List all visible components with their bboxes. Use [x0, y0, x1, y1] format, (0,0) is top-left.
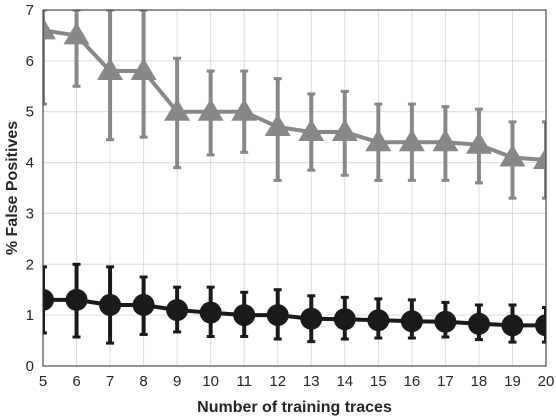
- y-tick-label: 3: [26, 205, 34, 222]
- series-circle: [43, 262, 546, 345]
- data-point-triangle: [432, 129, 459, 152]
- data-point-triangle: [197, 98, 224, 121]
- data-point-triangle: [465, 131, 492, 154]
- y-tick-label: 1: [26, 307, 34, 324]
- data-point-circle: [333, 308, 356, 331]
- data-point-circle: [400, 310, 423, 333]
- y-tick-label: 7: [26, 2, 34, 19]
- x-tick-label: 16: [404, 373, 421, 390]
- data-point-circle: [434, 310, 457, 333]
- data-point-triangle: [331, 119, 358, 142]
- x-tick-label: 7: [106, 373, 114, 390]
- series-layer: [43, 10, 546, 345]
- x-tick-label: 14: [336, 373, 353, 390]
- series-triangle: [43, 10, 546, 200]
- grid-lines: [42, 9, 547, 367]
- y-tick-label: 2: [26, 256, 34, 273]
- x-tick-label: 15: [370, 373, 387, 390]
- data-point-triangle: [533, 147, 546, 170]
- data-point-triangle: [43, 17, 56, 40]
- data-point-circle: [501, 314, 524, 337]
- x-tick-label: 10: [202, 373, 219, 390]
- x-tick-label: 8: [139, 373, 147, 390]
- data-point-triangle: [499, 144, 526, 167]
- y-tick-label: 5: [26, 104, 34, 121]
- data-point-circle: [233, 304, 256, 327]
- x-axis-label: Number of training traces: [197, 399, 392, 416]
- x-tick-label: 9: [173, 373, 181, 390]
- data-point-triangle: [130, 58, 157, 81]
- x-tick-label: 6: [72, 373, 80, 390]
- x-tick-label: 5: [39, 373, 47, 390]
- y-tick-label: 6: [26, 53, 34, 70]
- data-point-circle: [300, 307, 323, 330]
- data-point-triangle: [164, 98, 191, 121]
- x-tick-label: 18: [471, 373, 488, 390]
- data-point-circle: [199, 301, 222, 324]
- data-point-triangle: [264, 113, 291, 136]
- data-point-circle: [99, 293, 122, 316]
- x-tick-label: 13: [303, 373, 320, 390]
- data-point-circle: [43, 288, 54, 311]
- x-tick-label: 11: [236, 373, 252, 390]
- series-line: [43, 297, 546, 328]
- series-line: [43, 28, 546, 163]
- y-tick-label: 4: [26, 155, 34, 172]
- data-point-triangle: [231, 98, 258, 121]
- data-point-circle: [467, 312, 490, 335]
- plot-frame: [42, 9, 547, 367]
- data-point-triangle: [97, 58, 124, 81]
- data-point-triangle: [63, 22, 90, 45]
- x-tick-label: 12: [269, 373, 286, 390]
- y-tick-label: 0: [26, 358, 34, 375]
- x-tick-label: 17: [437, 373, 454, 390]
- x-tick-labels: 5 6 7 8 9 10 11 12 13 14 15 16 17 18 19 20: [39, 373, 555, 390]
- y-axis-label: % False Positives: [4, 121, 21, 255]
- data-point-circle: [266, 304, 289, 327]
- data-point-circle: [535, 314, 546, 337]
- y-tick-labels: 0 1 2 3 4 5 6 7: [26, 2, 34, 375]
- data-point-triangle: [398, 129, 425, 152]
- data-point-triangle: [365, 129, 392, 152]
- data-point-circle: [166, 299, 189, 322]
- data-point-circle: [65, 288, 88, 311]
- data-point-triangle: [298, 119, 325, 142]
- x-tick-label: 19: [504, 373, 521, 390]
- data-point-circle: [367, 309, 390, 332]
- data-point-circle: [132, 293, 155, 316]
- x-tick-label: 20: [538, 373, 555, 390]
